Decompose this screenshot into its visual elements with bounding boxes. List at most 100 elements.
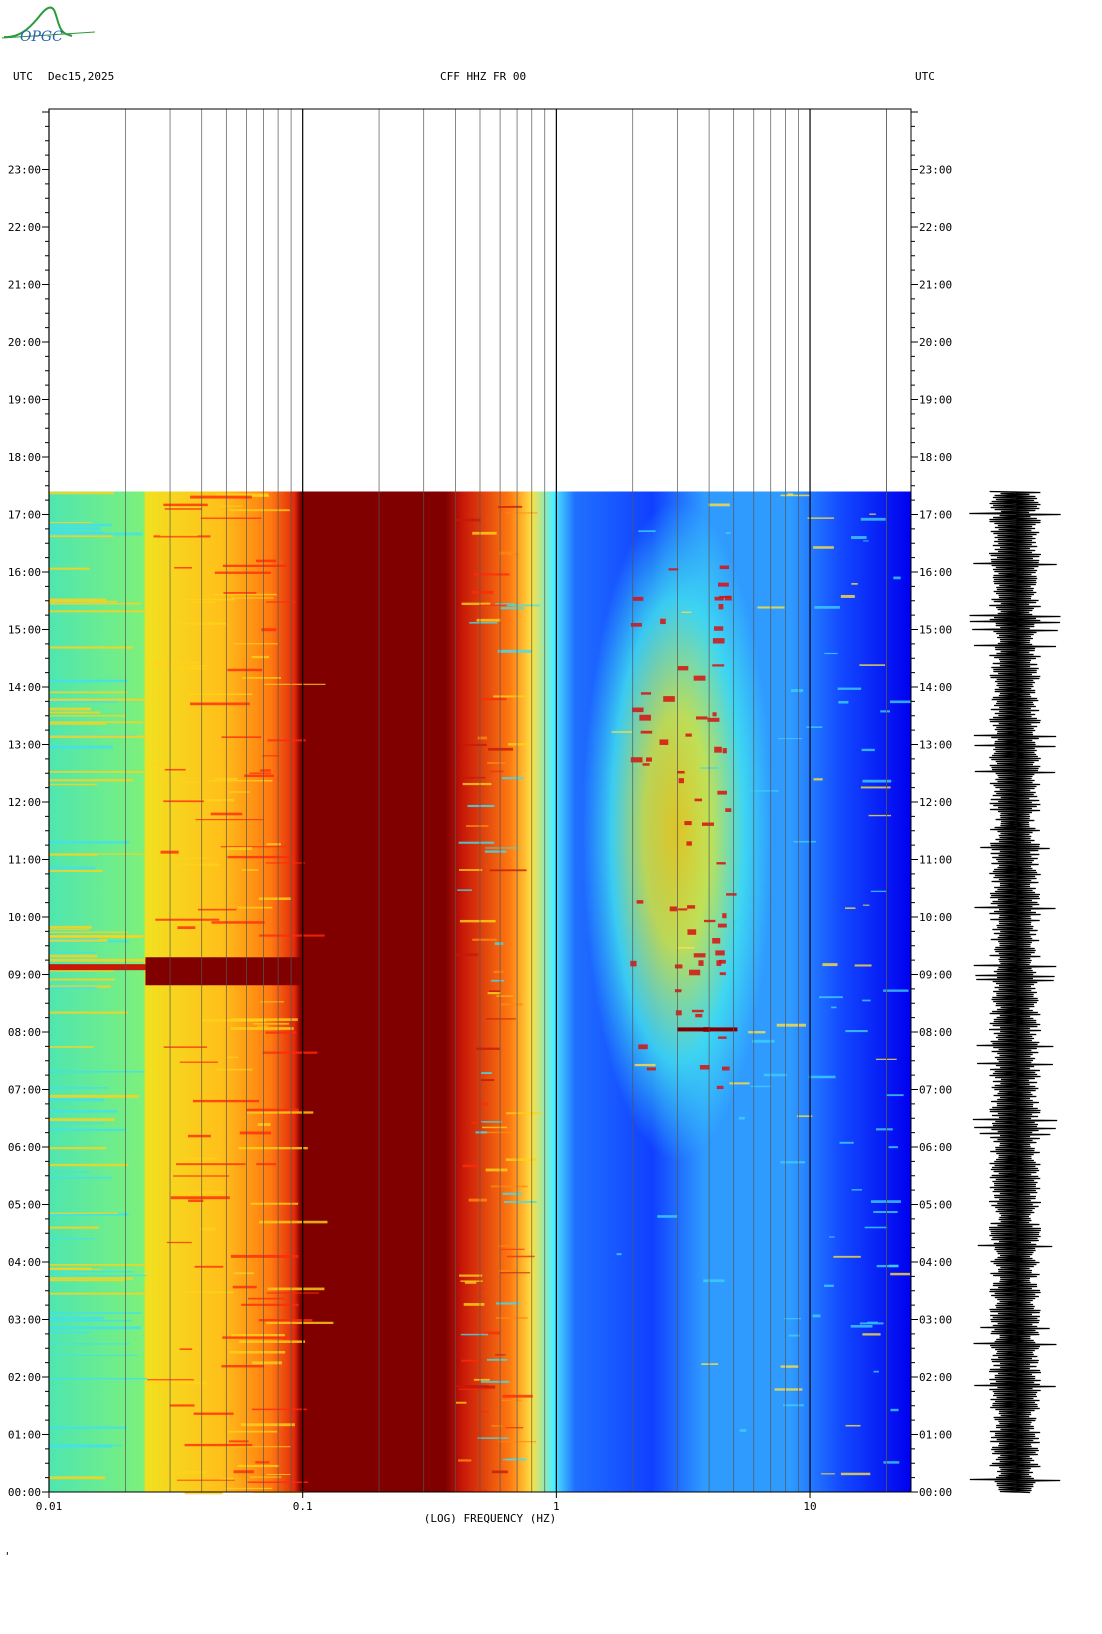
spectrogram-streak <box>153 535 211 538</box>
spectrogram-streak <box>260 769 271 772</box>
spectrogram-streak <box>777 738 803 740</box>
spectrogram-streak <box>266 601 297 603</box>
spectrogram-streak <box>859 1322 884 1325</box>
spectrogram-streak <box>49 723 106 725</box>
spectrogram-streak <box>725 532 731 534</box>
spectrogram-streak <box>49 935 142 939</box>
spectrogram-streak <box>49 1226 99 1229</box>
spectrogram-streak <box>788 1334 800 1337</box>
spectrogram-streak <box>870 1200 901 1203</box>
spectrogram-streak <box>230 1254 299 1258</box>
spectrogram-hotspot <box>668 568 679 571</box>
spectrogram-hotspot <box>719 565 730 570</box>
spectrogram-streak <box>227 668 263 672</box>
spectrogram-streak <box>266 1292 319 1294</box>
spectrogram-streak <box>49 523 112 527</box>
y-tick-label-right: 16:00 <box>919 566 952 579</box>
spectrogram-streak <box>160 533 198 537</box>
spectrogram-streak <box>814 606 840 609</box>
spectrogram-hotspot <box>722 748 727 754</box>
spectrogram-hotspot <box>712 664 725 667</box>
spectrogram-hotspot <box>698 960 704 966</box>
y-tick-label-left: 03:00 <box>8 1314 41 1327</box>
spectrogram-streak <box>873 1211 898 1214</box>
spectrogram-hotspot <box>646 1067 656 1071</box>
spectrogram-streak <box>49 711 101 714</box>
spectrogram-streak <box>49 783 98 786</box>
spectrogram-hotspot <box>638 1044 648 1050</box>
y-tick-label-left: 13:00 <box>8 739 41 752</box>
spectrogram-streak <box>49 1316 104 1320</box>
spectrogram-streak <box>49 698 146 702</box>
spectrogram-streak <box>49 929 90 931</box>
spectrogram-streak <box>824 1284 834 1287</box>
spectrogram-streak <box>49 954 98 958</box>
y-tick-label-left: 16:00 <box>8 566 41 579</box>
y-tick-label-right: 13:00 <box>919 739 952 752</box>
spectrogram-hotspot <box>630 960 637 967</box>
spectrogram-streak <box>862 1333 881 1336</box>
spectrogram-streak <box>828 1236 835 1238</box>
spectrogram-streak <box>232 1285 257 1289</box>
spectrogram-streak <box>49 1377 149 1380</box>
spectrogram-streak <box>228 509 290 512</box>
spectrogram-streak <box>493 970 504 974</box>
spectrogram-streak <box>821 1473 835 1475</box>
spectrogram-streak <box>197 908 237 911</box>
spectrogram-streak <box>495 1302 520 1305</box>
spectrogram-streak <box>193 1412 234 1415</box>
spectrogram-streak <box>250 1202 299 1205</box>
spectrogram-streak <box>634 1063 656 1067</box>
spectrogram-streak <box>152 1381 207 1385</box>
spectrogram-streak <box>467 804 495 808</box>
y-tick-label-left: 06:00 <box>8 1141 41 1154</box>
x-tick-label: 1 <box>553 1500 560 1513</box>
spectrogram-streak <box>260 1001 284 1003</box>
spectrogram-streak <box>886 1094 904 1097</box>
spectrogram-streak <box>164 768 186 771</box>
spectrogram-streak <box>477 1437 509 1439</box>
spectrogram-hotspot <box>669 906 678 912</box>
spectrogram-streak <box>49 745 114 749</box>
spectrogram-streak <box>477 736 488 740</box>
y-tick-label-right: 21:00 <box>919 279 952 292</box>
spectrogram-streak <box>638 530 656 533</box>
spectrogram-streak <box>191 922 210 924</box>
spectrogram-streak <box>49 1128 126 1131</box>
spectrogram-hotspot <box>712 938 721 944</box>
spectrogram-streak <box>459 919 496 923</box>
spectrogram-streak <box>176 598 235 601</box>
spectrogram-streak <box>49 700 119 703</box>
y-tick-label-left: 20:00 <box>8 336 41 349</box>
spectrogram-streak <box>861 748 875 752</box>
spectrogram-streak <box>499 551 513 555</box>
spectrogram-streak <box>497 649 532 653</box>
spectrogram-streak <box>796 1115 813 1118</box>
y-tick-label-left: 21:00 <box>8 279 41 292</box>
spectrogram-streak <box>459 869 483 871</box>
spectrogram-streak <box>472 531 497 535</box>
spectrogram-streak <box>49 1271 134 1273</box>
spectrogram-streak <box>228 791 250 793</box>
y-tick-label-right: 17:00 <box>919 509 952 522</box>
spectrogram-hotspot <box>636 900 644 904</box>
y-tick-label-right: 11:00 <box>919 854 952 867</box>
spectrogram-streak <box>49 1263 147 1266</box>
spectrogram-streak <box>211 921 265 924</box>
spectrogram-streak <box>228 1430 278 1433</box>
spectrogram-hotspot <box>693 675 706 681</box>
spectrogram-streak <box>480 1121 503 1123</box>
spectrogram-streak <box>824 652 838 655</box>
y-tick-label-left: 04:00 <box>8 1256 41 1269</box>
spectrogram-streak <box>475 1131 487 1134</box>
spectrogram-streak <box>860 786 891 789</box>
spectrogram-streak <box>808 1075 836 1079</box>
spectrogram-streak <box>748 1031 766 1034</box>
y-tick-label-left: 12:00 <box>8 796 41 809</box>
spectrogram-streak <box>460 1280 483 1282</box>
spectrogram-streak <box>233 643 278 645</box>
event-band-0900 <box>145 957 303 986</box>
spectrogram-streak <box>172 1191 225 1194</box>
spectrogram-streak <box>241 869 259 871</box>
